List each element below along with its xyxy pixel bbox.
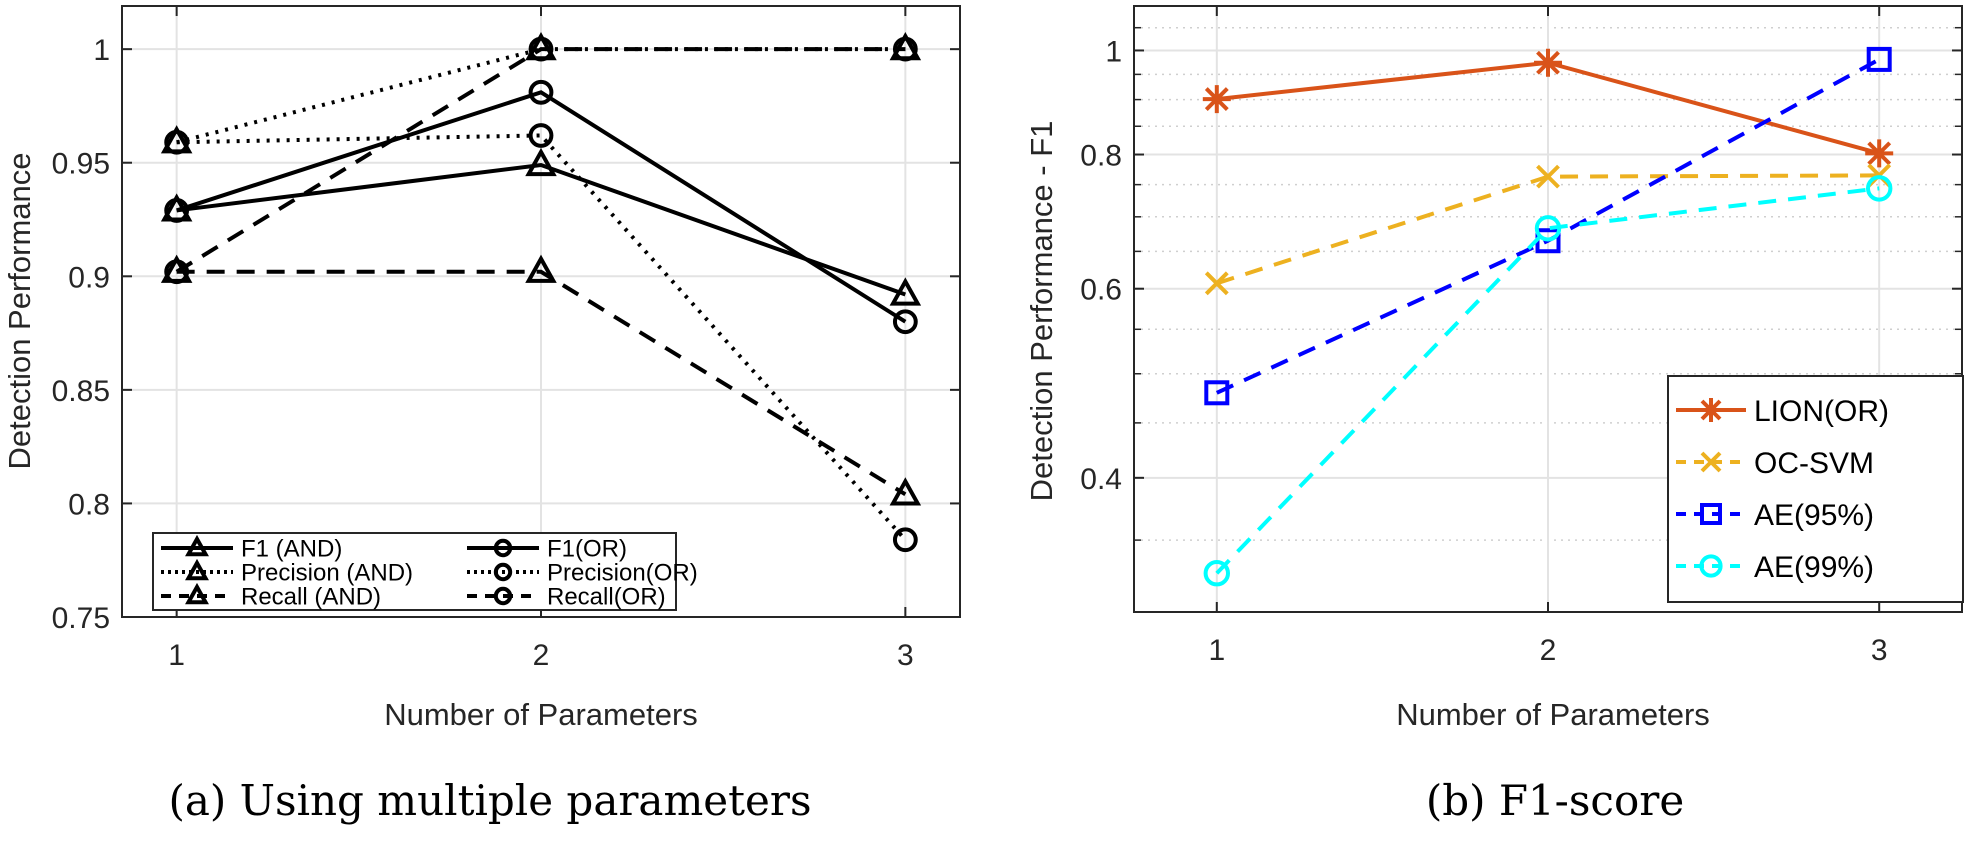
legend-item: LION(OR)	[1676, 395, 1889, 428]
legend-item: Recall(OR)	[467, 584, 666, 611]
legend-item: Recall (AND)	[161, 582, 381, 611]
data-point-marker	[525, 254, 557, 283]
x-tick-label: 3	[1871, 634, 1888, 667]
series-precision-or-	[164, 123, 918, 553]
legend-label: F1 (AND)	[241, 536, 342, 563]
legend-marker	[493, 538, 513, 558]
data-point-marker	[528, 79, 554, 105]
legend-label: LION(OR)	[1754, 395, 1889, 428]
series-f1-and-	[160, 147, 922, 306]
data-point-marker	[892, 527, 918, 553]
series-lion-or-	[1202, 48, 1894, 168]
chart-b-caption: (b) F1-score	[1426, 776, 1684, 825]
y-tick-label: 0.6	[1080, 274, 1122, 307]
chart-a-legend: F1 (AND)Precision (AND)Recall (AND) F1(OR…	[152, 532, 698, 611]
chart-b-ticks: 0.4 0.6 0.8 1 1 2 3	[1080, 6, 1962, 667]
legend-label: AE(95%)	[1754, 499, 1874, 532]
data-point-marker	[525, 147, 557, 177]
y-tick-label: 0.9	[68, 261, 110, 294]
series-ae-99-	[1203, 175, 1893, 587]
x-tick-label: 2	[533, 639, 550, 672]
chart-b-ylabel: Detection Performance - F1	[1024, 121, 1059, 502]
legend-marker	[185, 582, 209, 605]
data-point-marker	[528, 36, 554, 62]
legend-marker	[1699, 554, 1723, 578]
legend-marker	[1699, 398, 1723, 422]
legend-label: AE(99%)	[1754, 551, 1874, 584]
legend-label: Precision (AND)	[241, 560, 413, 587]
data-point-marker	[889, 277, 922, 306]
chart-a-xlabel: Number of Parameters	[384, 697, 698, 732]
data-point-marker	[889, 477, 922, 506]
y-tick-label: 1	[1105, 35, 1122, 68]
chart-b-legend: LION(OR) OC-SVM AE(95%) AE(99%)	[1667, 375, 1964, 603]
chart-a: 0.75 0.8 0.85 0.9 0.95 1 1 2 3 Number of Paramet…	[2, 5, 961, 825]
data-point-marker	[1866, 46, 1892, 72]
legend-item: F1(OR)	[467, 536, 627, 563]
x-tick-label: 1	[1208, 634, 1225, 667]
series-line	[175, 47, 906, 274]
data-point-marker	[1865, 139, 1894, 168]
data-point-marker	[528, 123, 554, 148]
legend-marker	[493, 586, 513, 606]
data-point-marker	[1204, 271, 1229, 296]
series-recall-or-	[164, 36, 918, 285]
legend-item: Precision (AND)	[161, 558, 413, 587]
y-tick-label: 0.85	[52, 375, 110, 408]
chart-b-xlabel: Number of Parameters	[1396, 697, 1710, 732]
legend-item: AE(95%)	[1676, 499, 1874, 532]
legend-marker	[493, 562, 513, 582]
chart-a-ticks: 0.75 0.8 0.85 0.9 0.95 1 1 2 3	[52, 6, 960, 672]
legend-marker	[1700, 451, 1722, 473]
y-tick-label: 0.8	[1080, 140, 1122, 173]
legend-box	[152, 532, 677, 611]
legend-item: OC-SVM	[1676, 447, 1874, 480]
data-point-marker	[1534, 215, 1562, 242]
y-tick-label: 0.95	[52, 148, 110, 181]
data-point-marker	[892, 36, 918, 62]
legend-label: F1(OR)	[547, 536, 627, 563]
y-tick-label: 0.75	[52, 602, 110, 635]
data-point-marker	[1204, 380, 1230, 406]
legend-item: AE(99%)	[1676, 551, 1874, 584]
chart-a-caption: (a) Using multiple parameters	[168, 776, 811, 825]
data-point-marker	[1866, 175, 1893, 202]
legend-label: Precision(OR)	[547, 560, 698, 587]
y-tick-label: 0.4	[1080, 463, 1122, 496]
series-line	[176, 90, 907, 324]
series-line	[176, 269, 907, 497]
data-point-marker	[1534, 48, 1562, 77]
data-point-marker	[164, 259, 190, 285]
y-tick-label: 1	[93, 34, 110, 67]
legend-label: Recall(OR)	[547, 584, 666, 611]
series-f1-or-	[164, 79, 918, 335]
data-point-marker	[164, 198, 190, 223]
data-point-marker	[164, 129, 190, 155]
data-point-marker	[1536, 164, 1560, 189]
series-line	[176, 162, 907, 297]
data-point-marker	[1202, 85, 1231, 114]
chart-a-grid	[122, 6, 960, 618]
x-tick-label: 2	[1540, 634, 1557, 667]
chart-b-series	[1202, 46, 1894, 587]
legend-label: Recall (AND)	[241, 584, 381, 611]
legend-marker	[185, 534, 209, 557]
x-tick-label: 3	[897, 639, 914, 672]
legend-label: OC-SVM	[1754, 447, 1874, 480]
chart-a-series	[160, 32, 922, 553]
data-point-marker	[892, 309, 918, 335]
series-line	[1215, 186, 1880, 575]
legend-marker	[1700, 503, 1722, 525]
legend-marker	[185, 558, 209, 581]
series-line	[176, 133, 907, 542]
chart-b: 0.4 0.6 0.8 1 1 2 3 Number of Parameters Detec…	[1024, 5, 1964, 825]
x-tick-label: 1	[168, 639, 185, 672]
legend-item: F1 (AND)	[161, 534, 342, 563]
data-point-marker	[1203, 560, 1231, 587]
chart-a-ylabel: Detection Performance	[2, 152, 37, 469]
legend-item: Precision(OR)	[467, 560, 698, 587]
y-tick-label: 0.8	[68, 488, 110, 521]
